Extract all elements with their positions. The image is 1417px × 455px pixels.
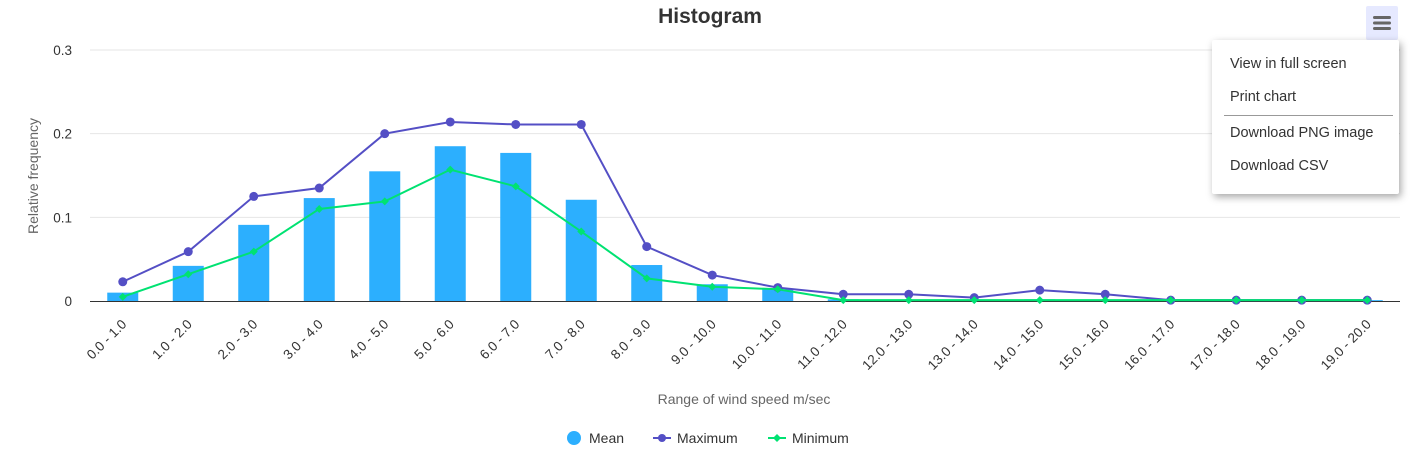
point-minimum — [249, 247, 258, 256]
point-maximum — [1100, 289, 1110, 299]
point-maximum — [183, 247, 193, 257]
legend-item-maximum[interactable]: Maximum — [653, 430, 738, 446]
y-tick-label: 0 — [64, 294, 72, 309]
x-tick-label: 5.0 - 6.0 — [411, 317, 457, 363]
point-maximum — [511, 119, 521, 129]
x-tick-label: 14.0 - 15.0 — [990, 317, 1046, 373]
point-minimum — [1297, 296, 1306, 305]
point-maximum — [1035, 285, 1045, 295]
point-maximum — [707, 270, 717, 280]
menu-item-download-png[interactable]: Download PNG image — [1230, 125, 1374, 141]
point-minimum — [970, 296, 979, 305]
point-maximum — [642, 242, 652, 252]
x-tick-label: 1.0 - 2.0 — [149, 317, 195, 363]
chart-context-menu: View in full screen Print chart Download… — [1212, 40, 1399, 194]
point-minimum — [315, 204, 324, 213]
legend-symbol — [773, 434, 781, 442]
point-minimum — [708, 282, 717, 291]
legend-item-mean[interactable]: Mean — [567, 430, 624, 446]
point-minimum — [118, 292, 127, 301]
x-axis-title: Range of wind speed m/sec — [658, 391, 831, 407]
x-tick-label: 11.0 - 12.0 — [794, 317, 850, 373]
menu-item-print-chart[interactable]: Print chart — [1230, 89, 1297, 105]
point-maximum — [445, 117, 455, 127]
y-axis-title: Relative frequency — [25, 118, 41, 234]
bar-mean — [565, 199, 597, 301]
bar-mean — [696, 284, 728, 301]
x-tick-label: 9.0 - 10.0 — [668, 317, 719, 368]
legend-item-minimum[interactable]: Minimum — [768, 430, 849, 446]
legend-label: Mean — [589, 430, 624, 446]
bar-mean — [762, 289, 794, 301]
x-tick-label: 8.0 - 9.0 — [608, 317, 654, 363]
point-minimum — [184, 270, 193, 279]
menu-item-download-csv[interactable]: Download CSV — [1230, 158, 1329, 174]
point-minimum — [773, 285, 782, 294]
series-lines — [118, 117, 1372, 305]
legend-symbol — [658, 434, 666, 442]
point-minimum — [1232, 296, 1241, 305]
bar-mean — [369, 171, 401, 301]
chart-menu-button[interactable] — [1366, 6, 1398, 40]
y-tick-label: 0.2 — [53, 127, 72, 142]
x-tick-label: 0.0 - 1.0 — [84, 317, 130, 363]
x-tick-label: 12.0 - 13.0 — [859, 317, 915, 373]
hamburger-icon — [1373, 16, 1391, 30]
point-minimum — [511, 182, 520, 191]
x-tick-label: 18.0 - 19.0 — [1252, 317, 1308, 373]
point-minimum — [380, 197, 389, 206]
point-minimum — [1101, 296, 1110, 305]
point-maximum — [380, 129, 390, 139]
bar-mean — [238, 224, 270, 301]
point-maximum — [904, 289, 914, 299]
point-minimum — [642, 274, 651, 283]
x-axis-ticks: 0.0 - 1.0 1.0 - 2.0 2.0 - 3.0 3.0 - 4.0 4.0 … — [84, 317, 1374, 373]
x-tick-label: 13.0 - 14.0 — [925, 317, 981, 373]
x-tick-label: 17.0 - 18.0 — [1187, 317, 1243, 373]
point-maximum — [576, 119, 586, 129]
x-tick-label: 10.0 - 11.0 — [729, 317, 785, 373]
bar-mean — [500, 152, 532, 301]
x-tick-label: 4.0 - 5.0 — [346, 317, 392, 363]
x-tick-label: 16.0 - 17.0 — [1121, 317, 1177, 373]
point-minimum — [577, 227, 586, 236]
line-minimum — [122, 168, 1368, 302]
point-minimum — [839, 296, 848, 305]
point-maximum — [314, 183, 324, 193]
bar-mean — [303, 198, 335, 301]
point-minimum — [904, 296, 913, 305]
point-minimum — [1035, 296, 1044, 305]
y-tick-label: 0.1 — [53, 210, 72, 225]
x-tick-label: 7.0 - 8.0 — [542, 317, 588, 363]
point-minimum — [1166, 296, 1175, 305]
point-maximum — [249, 191, 259, 201]
x-tick-label: 6.0 - 7.0 — [477, 317, 523, 363]
point-maximum — [118, 277, 128, 287]
y-tick-label: 0.3 — [53, 43, 72, 58]
x-tick-label: 2.0 - 3.0 — [215, 317, 261, 363]
point-maximum — [838, 289, 848, 299]
point-minimum — [446, 165, 455, 174]
x-tick-label: 19.0 - 20.0 — [1318, 317, 1374, 373]
legend-label: Maximum — [677, 430, 738, 446]
legend-label: Minimum — [792, 430, 849, 446]
legend: Mean Maximum Minimum — [567, 430, 849, 446]
y-axis-ticks: 0 0.1 0.2 0.3 — [53, 43, 72, 309]
menu-separator — [1224, 115, 1393, 116]
chart-title: Histogram — [658, 5, 762, 28]
x-tick-label: 15.0 - 16.0 — [1056, 317, 1112, 373]
menu-item-view-full-screen[interactable]: View in full screen — [1230, 56, 1347, 72]
point-minimum — [1363, 296, 1372, 305]
x-tick-label: 3.0 - 4.0 — [280, 317, 326, 363]
legend-symbol — [567, 431, 581, 445]
